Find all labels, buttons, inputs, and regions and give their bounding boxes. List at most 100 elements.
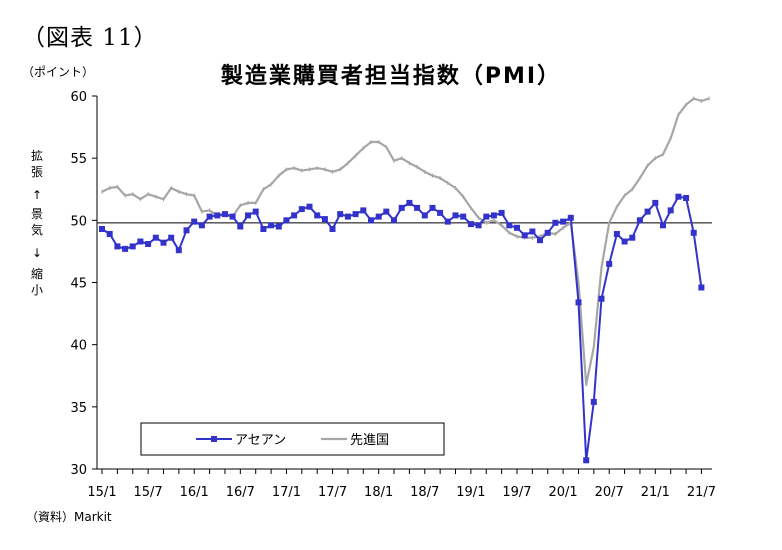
legend-label: アセアン: [235, 433, 286, 448]
legend-marker: [211, 436, 217, 442]
series-line: [101, 97, 710, 386]
data-point: [321, 216, 328, 223]
data-point: [329, 226, 336, 232]
data-point: [575, 299, 582, 306]
data-point: [129, 243, 136, 250]
y-tick-label: 50: [70, 214, 87, 229]
data-point: [460, 213, 467, 220]
data-point: [544, 229, 551, 236]
x-tick-label: 20/7: [595, 485, 624, 500]
y-label-char: 張: [31, 165, 43, 179]
x-tick-label: 19/7: [502, 485, 531, 500]
data-point: [206, 213, 213, 220]
data-point: [529, 228, 536, 235]
data-point: [298, 206, 305, 213]
data-point: [152, 234, 159, 241]
y-label-char: 景: [31, 207, 43, 221]
data-point: [675, 193, 682, 200]
data-point: [344, 213, 351, 220]
data-point: [383, 208, 390, 215]
data-point: [414, 204, 421, 211]
data-point: [652, 199, 659, 206]
y-tick-label: 40: [70, 339, 87, 354]
data-point: [99, 226, 105, 232]
data-point: [245, 212, 251, 219]
data-point: [398, 204, 405, 211]
y-label-char: 拡: [31, 149, 43, 163]
y-tick-label: 55: [70, 152, 87, 167]
data-point: [352, 211, 359, 218]
data-point: [237, 223, 244, 230]
data-point: [291, 212, 298, 219]
x-tick-label: 21/7: [687, 485, 716, 500]
y-tick-label: 35: [70, 401, 87, 416]
series-group: [99, 96, 710, 464]
data-point: [683, 195, 690, 201]
data-point: [106, 231, 113, 237]
data-point: [667, 207, 674, 214]
data-point: [391, 217, 397, 224]
x-tick-label: 16/1: [180, 485, 209, 500]
data-point: [613, 231, 620, 237]
x-tick-label: 17/1: [272, 485, 301, 500]
data-point: [490, 212, 497, 219]
data-point: [222, 211, 228, 218]
data-point: [660, 222, 666, 229]
data-point: [444, 218, 451, 225]
data-point: [168, 234, 175, 241]
data-point: [283, 217, 290, 224]
data-point: [360, 207, 367, 214]
x-tick-label: 20/1: [548, 485, 577, 500]
data-point: [552, 219, 559, 226]
data-point: [567, 214, 574, 221]
data-point: [421, 212, 428, 219]
data-point: [429, 204, 436, 211]
data-point: [590, 398, 597, 405]
y-label-char: ↑: [32, 188, 42, 202]
data-point: [506, 222, 513, 229]
legend: アセアン 先進国: [140, 422, 445, 456]
data-point: [183, 227, 190, 234]
data-point: [406, 199, 413, 206]
data-point: [375, 213, 382, 220]
y-label-char: ↓: [32, 246, 42, 260]
data-point: [437, 209, 444, 216]
data-point: [537, 237, 543, 244]
data-point: [337, 211, 344, 218]
x-tick-label: 17/7: [318, 485, 347, 500]
data-point: [598, 295, 605, 302]
y-unit-label: （ポイント）: [22, 65, 95, 79]
data-point: [252, 208, 259, 215]
data-point: [467, 221, 474, 228]
legend-label: 先進国: [350, 433, 389, 448]
data-point: [483, 213, 490, 220]
data-point: [214, 212, 221, 219]
x-tick-label: 18/7: [410, 485, 439, 500]
x-tick-label: 21/1: [641, 485, 670, 500]
legend-item-asean: アセアン: [196, 433, 286, 448]
x-tick-label: 15/1: [87, 485, 116, 500]
y-label-char: 気: [31, 222, 43, 237]
legend-box: [140, 422, 445, 456]
y-tick-label: 60: [70, 90, 87, 105]
data-point: [306, 203, 313, 210]
data-point: [644, 208, 651, 215]
data-point: [368, 217, 374, 224]
figure-label: （図表 11）: [22, 25, 158, 51]
series-asean: [99, 193, 705, 464]
x-tick-label: 19/1: [456, 485, 485, 500]
source-note: （資料）Markit: [26, 510, 112, 524]
data-point: [606, 260, 613, 267]
data-point: [114, 243, 121, 250]
data-point: [275, 223, 282, 230]
data-point: [690, 229, 697, 236]
data-point: [452, 212, 459, 219]
data-point: [521, 232, 528, 239]
data-point: [583, 457, 590, 464]
data-point: [260, 226, 267, 232]
chart-title: 製造業購買者担当指数（PMI）: [220, 64, 562, 89]
y-label-char: 縮: [31, 266, 43, 281]
y-tick-label: 45: [70, 277, 87, 292]
data-point: [175, 247, 182, 254]
